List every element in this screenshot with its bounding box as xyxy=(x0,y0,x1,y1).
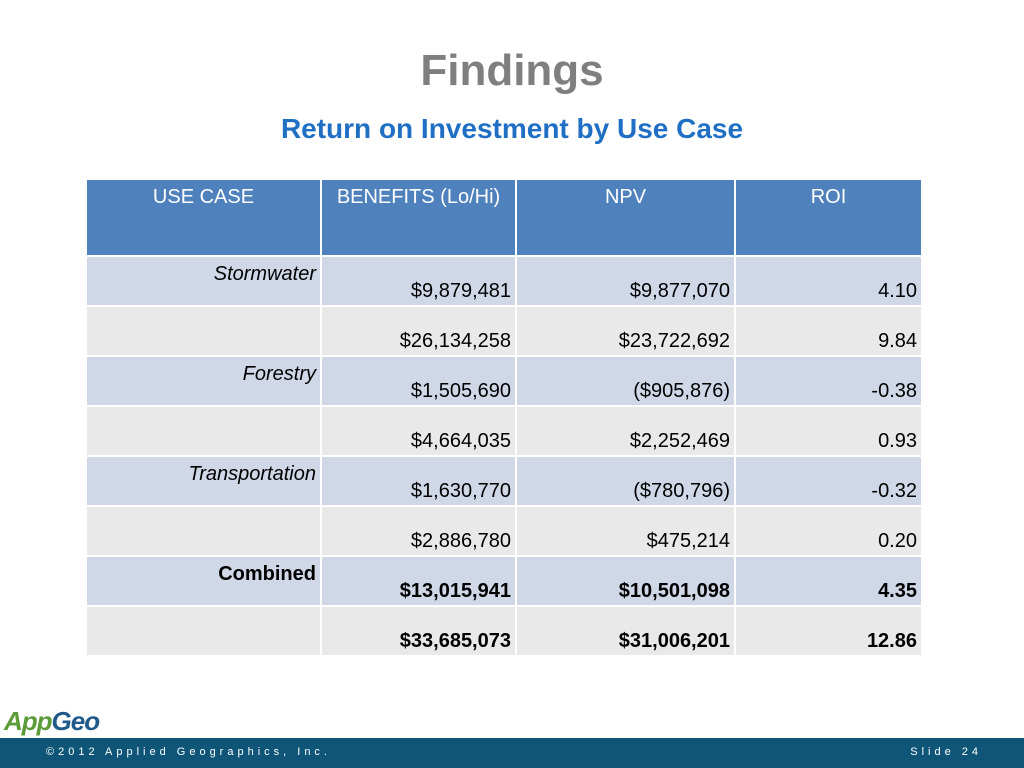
value-cell: $33,685,073 xyxy=(322,607,517,655)
value-cell: ($905,876) xyxy=(517,357,736,405)
header-cell: NPV xyxy=(517,180,736,255)
value-cell: -0.32 xyxy=(871,480,917,502)
header-cell: BENEFITS (Lo/Hi) xyxy=(322,180,517,255)
table-row: $4,664,035 $2,252,469 0.93 xyxy=(87,407,921,457)
use-case-cell xyxy=(87,507,322,555)
use-case-cell xyxy=(87,307,322,355)
value-cell: ($780,796) xyxy=(517,457,736,505)
value-cell: 0.20 xyxy=(878,530,917,552)
use-case-cell: Forestry xyxy=(87,357,322,405)
value-cell: $9,879,481 xyxy=(322,257,517,305)
table-row: $26,134,258 $23,722,692 9.84 xyxy=(87,307,921,357)
use-case-cell: Transportation xyxy=(87,457,322,505)
use-case-cell: Combined xyxy=(87,557,322,605)
value-cell: $9,877,070 xyxy=(517,257,736,305)
footer: ©2012 Applied Geographics, Inc. Slide 24 xyxy=(0,738,1024,768)
use-case-cell xyxy=(87,607,322,655)
value-cell: $23,722,692 xyxy=(517,307,736,355)
logo: AppGeo xyxy=(4,706,101,737)
copyright: ©2012 Applied Geographics, Inc. xyxy=(46,746,331,758)
table-row: Combined $13,015,941 $10,501,098 4.35 xyxy=(87,557,921,607)
value-cell: $26,134,258 xyxy=(322,307,517,355)
use-case-cell: Stormwater xyxy=(87,257,322,305)
value-cell: 4.10 xyxy=(878,280,917,302)
title: Findings xyxy=(420,46,604,95)
value-cell: 12.86 xyxy=(866,630,917,652)
value-cell: $2,252,469 xyxy=(517,407,736,455)
value-cell: $4,664,035 xyxy=(322,407,517,455)
header-row: USE CASE BENEFITS (Lo/Hi) NPV ROI xyxy=(87,180,921,257)
header-cell: USE CASE xyxy=(87,180,322,255)
value-cell: $31,006,201 xyxy=(517,607,736,655)
value-cell: $1,505,690 xyxy=(322,357,517,405)
table-row: $2,886,780 $475,214 0.20 xyxy=(87,507,921,557)
slide-number: Slide 24 xyxy=(910,746,982,758)
logo-part: Geo xyxy=(51,706,101,736)
value-cell: $10,501,098 xyxy=(517,557,736,605)
value-cell: $13,015,941 xyxy=(322,557,517,605)
header-cell: ROI xyxy=(810,186,847,208)
table-row: Stormwater $9,879,481 $9,877,070 4.10 xyxy=(87,257,921,307)
value-cell: 0.93 xyxy=(878,430,917,452)
use-case-cell xyxy=(87,407,322,455)
table-row: $33,685,073 $31,006,201 12.86 xyxy=(87,607,921,657)
table-row: Transportation $1,630,770 ($780,796) -0.32 xyxy=(87,457,921,507)
value-cell: $1,630,770 xyxy=(322,457,517,505)
value-cell: -0.38 xyxy=(871,380,917,402)
logo-part: App xyxy=(4,706,53,736)
value-cell: 4.35 xyxy=(878,580,917,602)
table: USE CASE BENEFITS (Lo/Hi) NPV ROI Stormwater… xyxy=(87,180,921,657)
subtitle: Return on Investment by Use Case xyxy=(280,113,744,144)
value-cell: $475,214 xyxy=(517,507,736,555)
value-cell: 9.84 xyxy=(878,330,917,352)
table-row: Forestry $1,505,690 ($905,876) -0.38 xyxy=(87,357,921,407)
value-cell: $2,886,780 xyxy=(322,507,517,555)
